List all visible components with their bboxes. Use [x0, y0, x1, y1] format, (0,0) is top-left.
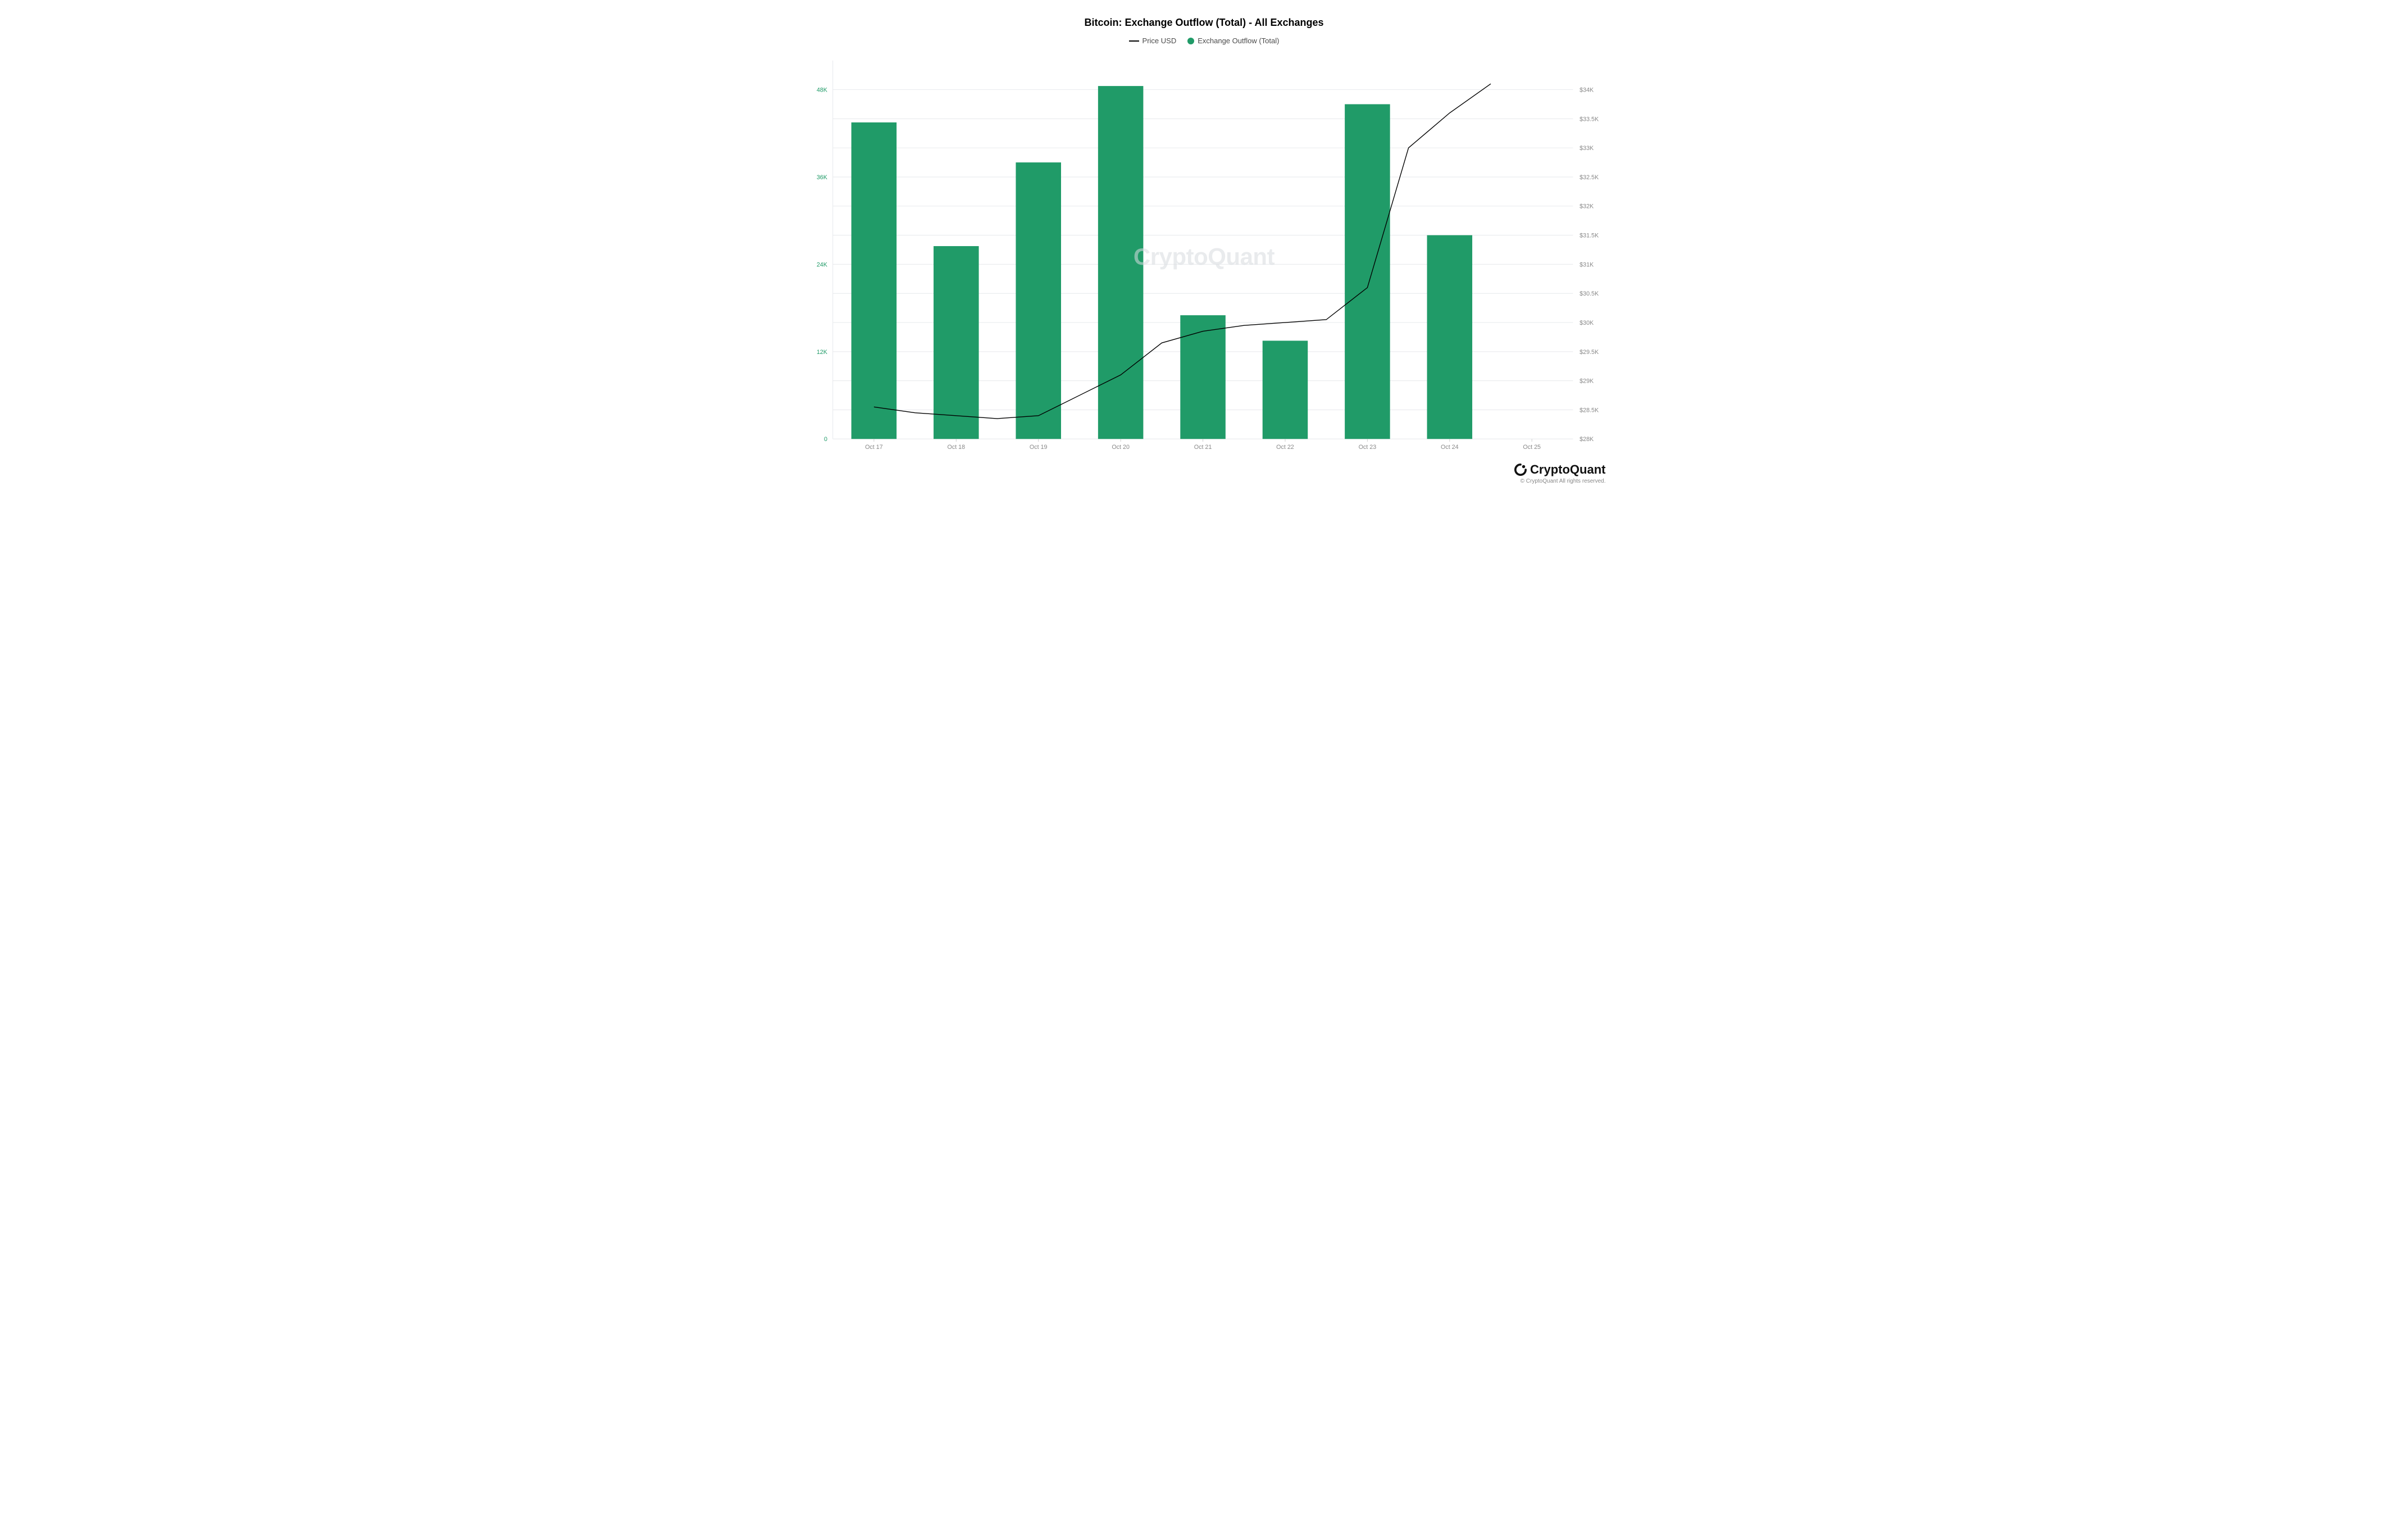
y-right-tick-label: $32.5K	[1579, 174, 1599, 181]
y-right-tick-label: $30.5K	[1579, 290, 1599, 297]
x-tick-label: Oct 17	[865, 444, 883, 451]
bar	[1345, 104, 1390, 439]
legend: Price USD Exchange Outflow (Total)	[803, 37, 1606, 45]
y-right-tick-label: $33K	[1579, 145, 1594, 152]
x-tick-label: Oct 21	[1194, 444, 1212, 451]
y-right-tick-label: $30K	[1579, 320, 1594, 326]
y-right-tick-label: $31.5K	[1579, 233, 1599, 239]
copyright-text: © CryptoQuant All rights reserved.	[1521, 478, 1606, 484]
brand-logo-icon	[1514, 464, 1527, 476]
x-tick-label: Oct 24	[1441, 444, 1459, 451]
y-right-tick-label: $33.5K	[1579, 116, 1599, 122]
y-right-tick-label: $29K	[1579, 378, 1594, 385]
y-right-tick-label: $32K	[1579, 203, 1594, 210]
y-right-tick-label: $28.5K	[1579, 407, 1599, 414]
y-left-tick-label: 12K	[816, 349, 827, 356]
x-tick-label: Oct 20	[1112, 444, 1130, 451]
bar	[1098, 86, 1143, 439]
x-tick-label: Oct 22	[1276, 444, 1294, 451]
x-tick-label: Oct 19	[1029, 444, 1047, 451]
footer: CryptoQuant © CryptoQuant All rights res…	[803, 462, 1606, 484]
y-right-tick-label: $29.5K	[1579, 349, 1599, 356]
chart-container: Bitcoin: Exchange Outflow (Total) - All …	[803, 17, 1606, 484]
y-left-tick-label: 24K	[816, 261, 827, 268]
x-tick-label: Oct 18	[947, 444, 965, 451]
bar	[1427, 235, 1472, 439]
brand-text: CryptoQuant	[1530, 462, 1605, 477]
y-left-tick-label: 0	[823, 436, 827, 443]
chart-svg: 0 12K 24K 36K 48K $28K $28.5K $29K $29.5K $30K $30…	[803, 55, 1606, 458]
legend-label-price: Price USD	[1142, 37, 1177, 45]
y-right-tick-label: $31K	[1579, 261, 1594, 268]
x-tick-label: Oct 23	[1358, 444, 1376, 451]
legend-item-outflow: Exchange Outflow (Total)	[1187, 37, 1279, 45]
legend-item-price: Price USD	[1129, 37, 1177, 45]
y-left-tick-label: 36K	[816, 174, 827, 181]
y-right-tick-label: $28K	[1579, 436, 1594, 443]
bar	[1180, 315, 1226, 439]
legend-circle-swatch	[1187, 38, 1194, 44]
bar	[851, 122, 896, 439]
bar	[1262, 340, 1308, 439]
x-tick-label: Oct 25	[1523, 444, 1541, 451]
brand: CryptoQuant	[1514, 462, 1605, 477]
y-right-tick-label: $34K	[1579, 87, 1594, 93]
bar	[934, 246, 979, 439]
chart-title: Bitcoin: Exchange Outflow (Total) - All …	[803, 17, 1606, 29]
legend-label-outflow: Exchange Outflow (Total)	[1198, 37, 1279, 45]
plot-area: 0 12K 24K 36K 48K $28K $28.5K $29K $29.5K $30K $30…	[803, 55, 1606, 458]
y-left-tick-label: 48K	[816, 87, 827, 93]
legend-line-swatch	[1129, 40, 1139, 42]
bar	[1016, 162, 1061, 439]
